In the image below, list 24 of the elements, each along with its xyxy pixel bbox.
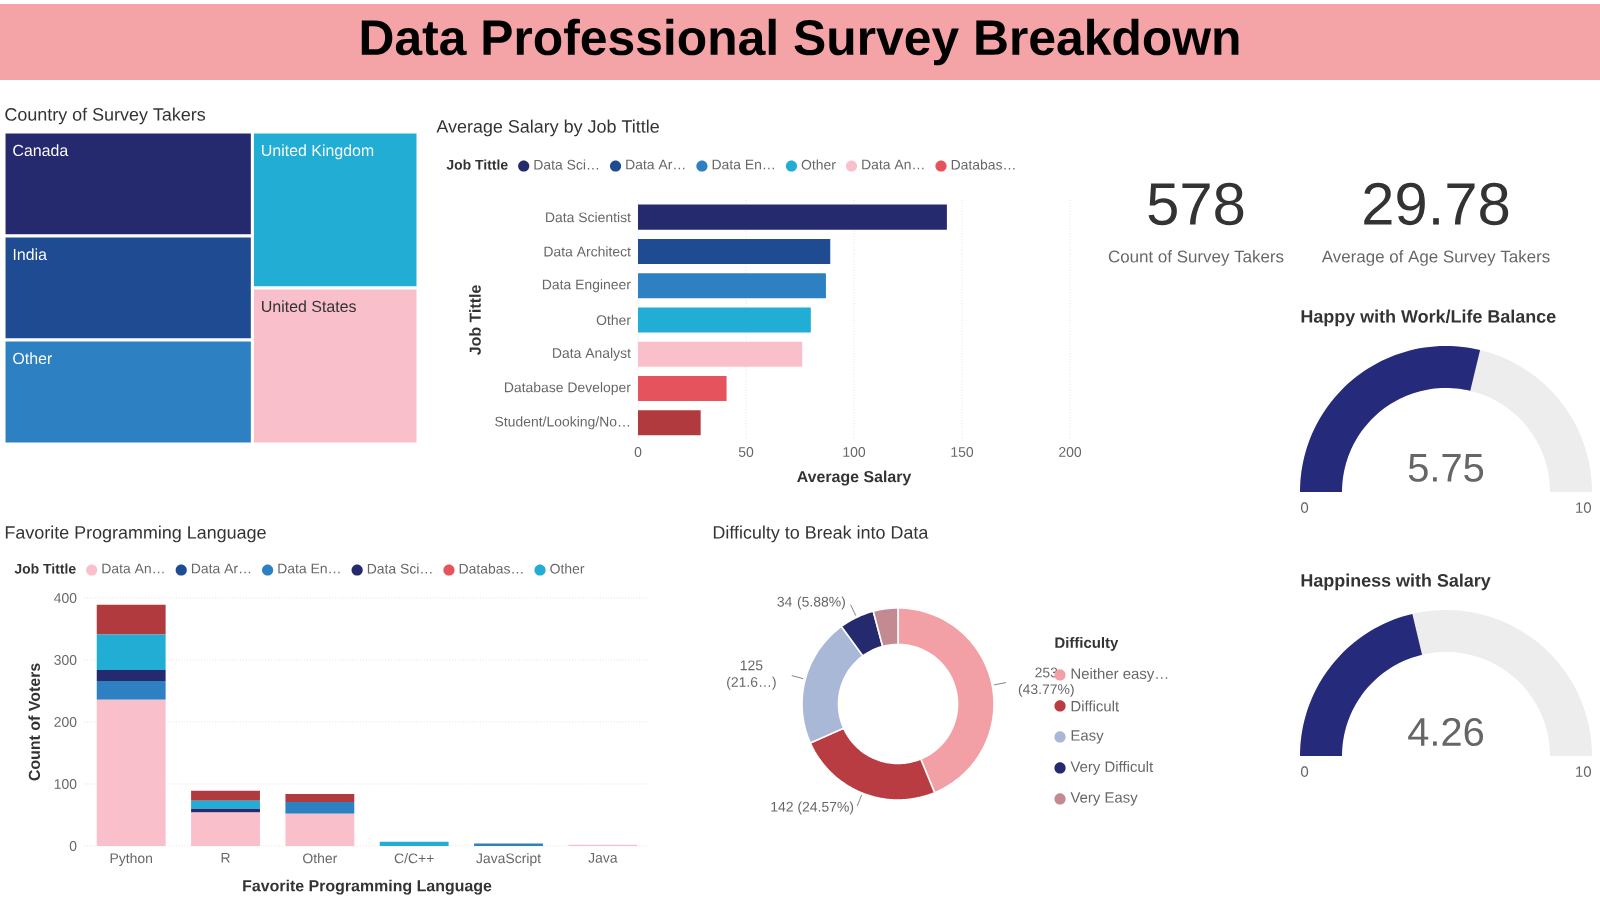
chart-title: Difficulty to Break into Data [713, 525, 929, 543]
text: Happiness with Salary [1301, 573, 1491, 591]
bar [191, 812, 260, 846]
bar [96, 681, 166, 700]
text: 578 [1148, 182, 1244, 226]
text: Happy with Work/Life Balance [1301, 309, 1556, 327]
bar [285, 801, 355, 814]
bar [285, 813, 355, 846]
chart-title: Favorite Programming Language [5, 525, 266, 543]
bar [96, 604, 166, 635]
text: Data Professional Survey Breakdown [361, 18, 1239, 66]
text: Count of Survey Takers [1108, 250, 1284, 266]
data-label: 5.75 [1408, 454, 1484, 482]
bar [191, 790, 260, 801]
text: Average of Age Survey Takers [1321, 250, 1550, 266]
data-label: 4.26 [1408, 717, 1484, 747]
chart-title: Average Salary by Job Tittle [436, 119, 659, 137]
text: Country of Survey Takers [5, 107, 206, 125]
bar [96, 699, 166, 846]
bar [96, 634, 166, 670]
bar [191, 800, 260, 809]
bar [285, 793, 355, 802]
text: 29.78 [1364, 182, 1509, 226]
bar [96, 669, 166, 682]
